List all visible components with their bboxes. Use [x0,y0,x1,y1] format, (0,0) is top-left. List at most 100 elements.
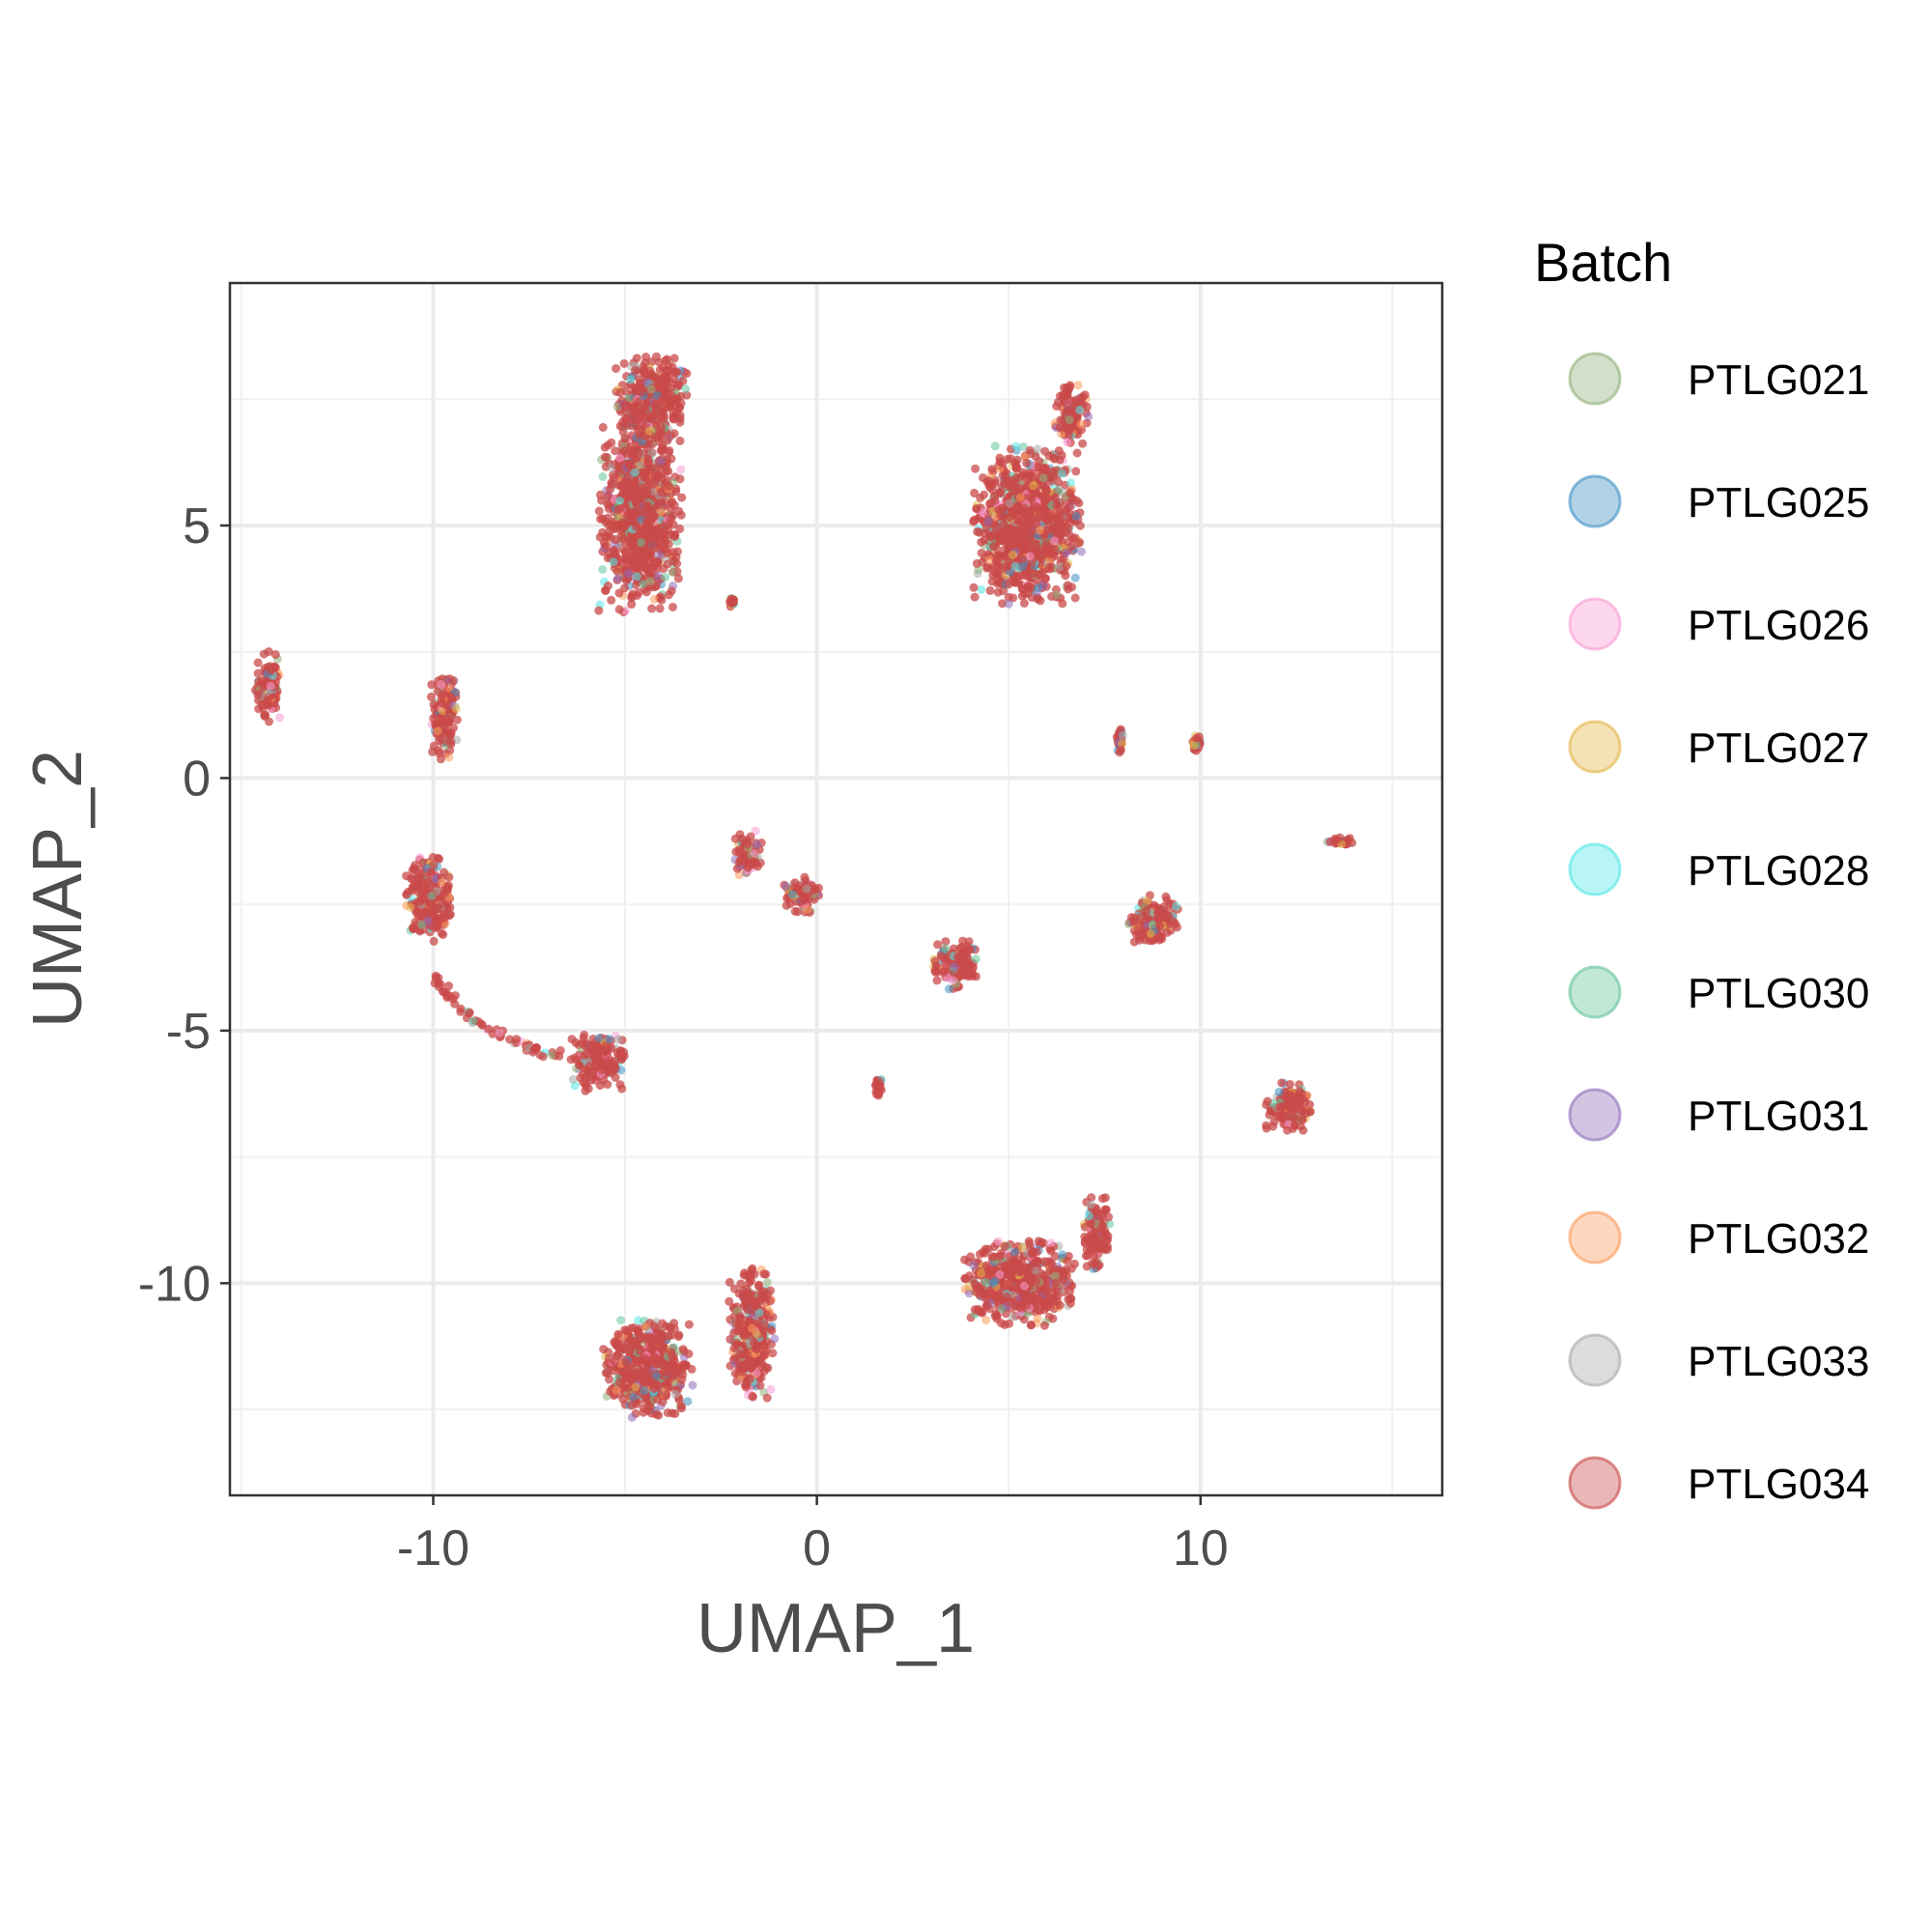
scatter-point [634,1367,643,1377]
scatter-point [632,420,641,430]
scatter-point [617,1084,627,1094]
scatter-point [1003,561,1012,571]
scatter-point [736,1350,745,1359]
scatter-point [618,1394,628,1404]
scatter-point [1277,1078,1287,1088]
scatter-point [1064,584,1073,594]
scatter-point [433,726,442,736]
scatter-point [596,490,605,499]
scatter-point [724,1277,734,1287]
scatter-point [802,884,811,894]
scatter-point [1018,562,1028,571]
scatter-point [668,413,678,423]
scatter-point [673,1332,683,1342]
scatter-point [1070,593,1080,603]
scatter-point [1019,599,1029,608]
scatter-point [964,1289,974,1298]
scatter-point [751,858,760,867]
scatter-point [1025,445,1035,455]
scatter-point [1020,527,1030,537]
scatter-point [641,1378,650,1387]
scatter-point [745,1278,753,1288]
scatter-point [1009,593,1018,603]
scatter-point [619,358,629,368]
scatter-point [667,586,676,596]
scatter-point [749,1297,758,1307]
scatter-point [671,367,681,377]
scatter-point [1040,446,1050,456]
scatter-point [1051,524,1061,533]
scatter-point [765,1296,775,1306]
scatter-point [439,898,447,908]
scatter-point [409,923,418,933]
scatter-point [631,1382,640,1392]
scatter-point [601,541,611,551]
scatter-point [605,500,614,510]
scatter-point [1300,1097,1310,1107]
scatter-point [429,936,439,946]
scatter-point [800,872,810,882]
scatter-point [993,1236,1003,1246]
scatter-point [755,1355,765,1365]
scatter-point [627,1412,637,1422]
scatter-point [1038,473,1048,483]
scatter-point [991,569,1001,579]
scatter-point [1031,539,1040,549]
scatter-point [1070,533,1080,543]
scatter-point [1290,1105,1299,1115]
scatter-point [661,545,670,554]
scatter-point [619,1047,629,1057]
scatter-point [621,1358,631,1368]
scatter-point [670,1389,680,1399]
scatter-point [1024,582,1033,591]
scatter-point [930,956,940,966]
scatter-point [427,892,437,900]
scatter-point [1034,583,1043,592]
scatter-point [1010,483,1020,493]
scatter-point [787,890,797,899]
scatter-point [639,472,649,482]
scatter-point [1275,1102,1285,1112]
scatter-point [985,555,995,564]
scatter-point [603,492,612,501]
scatter-point [664,1331,673,1341]
scatter-point [615,497,625,505]
scatter-point [657,487,666,497]
scatter-point [662,1390,671,1400]
scatter-point [1142,906,1151,915]
scatter-point [759,1269,769,1279]
scatter-point [620,1344,630,1353]
scatter-point [1067,398,1077,408]
scatter-point [932,976,942,985]
scatter-point [618,518,628,527]
scatter-point [448,676,458,686]
scatter-point [1022,458,1032,468]
scatter-point [933,940,943,950]
scatter-point [732,1325,742,1335]
scatter-point [627,600,637,610]
scatter-point [970,488,980,497]
scatter-point [253,691,263,699]
scatter-point [668,567,677,577]
scatter-point [1075,521,1085,530]
scatter-point [751,826,760,836]
scatter-point [781,900,791,910]
scatter-point [427,680,437,690]
scatter-point [650,512,660,521]
scatter-point [930,966,940,976]
scatter-point [611,1341,621,1350]
scatter-point [583,1084,593,1094]
scatter-point [667,514,676,524]
scatter-point [253,658,263,668]
scatter-point [678,1345,688,1354]
scatter-point [1064,405,1073,414]
scatter-point [611,446,620,456]
scatter-point [568,1074,578,1084]
scatter-point [655,529,665,539]
scatter-point [1055,1300,1065,1310]
scatter-point [1028,490,1037,499]
scatter-point [671,396,681,406]
scatter-point [1039,505,1049,515]
scatter-point [1164,920,1174,929]
scatter-point [676,510,686,520]
